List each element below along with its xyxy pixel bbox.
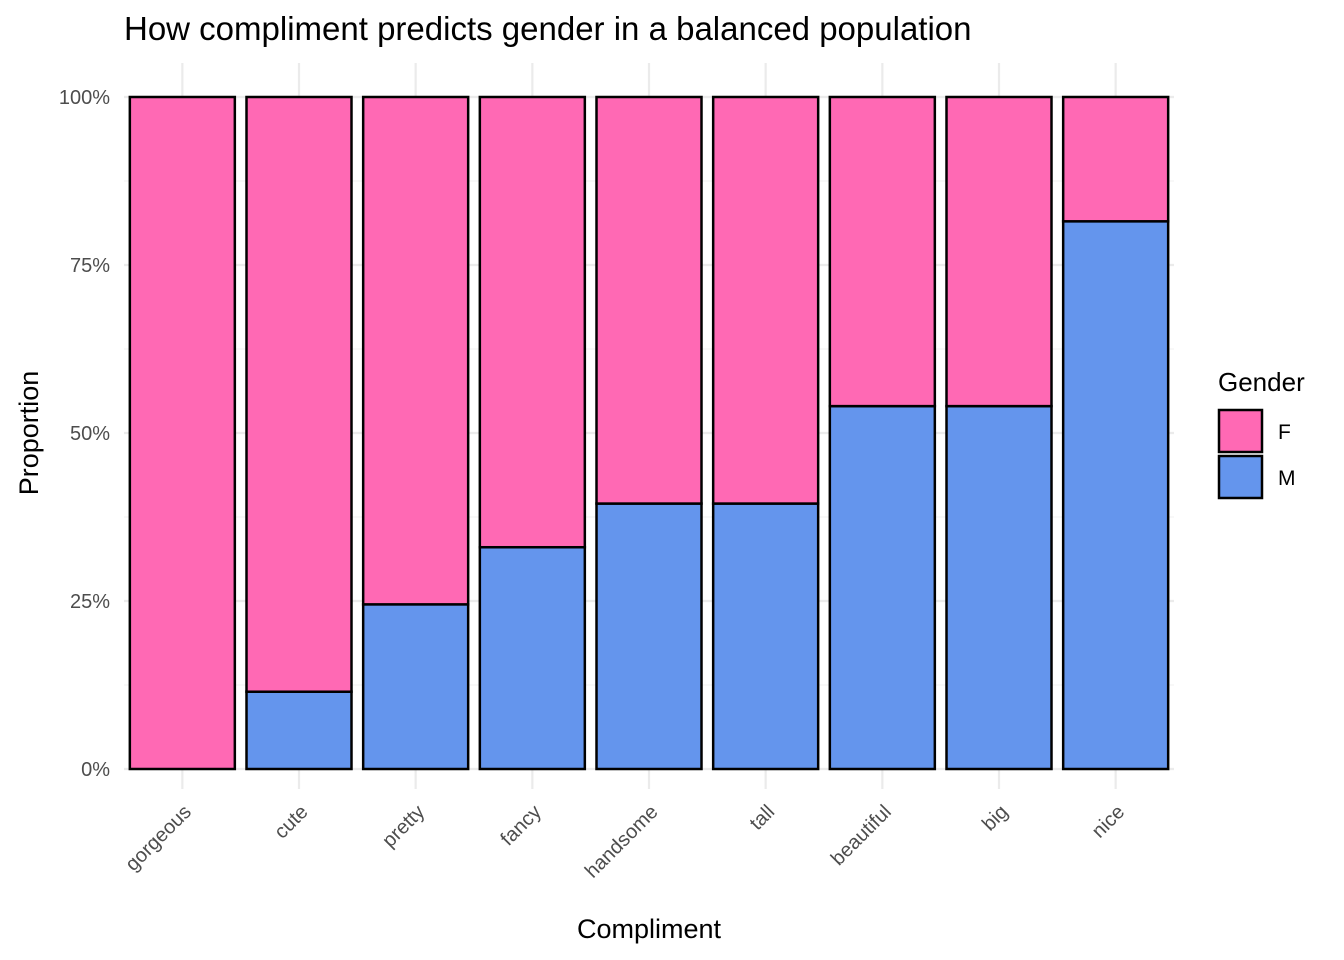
bar-cute-M: [245, 690, 353, 771]
y-tick-label: 50%: [70, 423, 110, 445]
bar-beautiful-M: [828, 404, 937, 771]
y-tick-label: 100%: [59, 87, 110, 109]
bar-fancy-M: [478, 545, 587, 771]
legend: Gender FM: [1217, 367, 1305, 500]
bar-big-F: [945, 95, 1053, 408]
bar-gorgeous-F: [128, 95, 237, 771]
bar-handsome-M: [595, 502, 703, 771]
y-tick-label: 75%: [70, 255, 110, 277]
bar-beautiful-F: [828, 95, 937, 408]
legend-key-F: [1217, 408, 1264, 454]
bar-pretty-M: [361, 603, 470, 771]
y-axis-title: Proportion: [14, 371, 44, 496]
x-tick-label: cute: [270, 801, 312, 843]
x-tick-label: gorgeous: [121, 801, 196, 876]
x-tick-label: pretty: [378, 801, 429, 852]
bar-fancy-F: [478, 95, 587, 549]
x-axis-ticks: gorgeous cute pretty fancy handsome tall beaut…: [121, 801, 1129, 883]
x-tick-label: handsome: [581, 801, 663, 883]
x-tick-label: big: [978, 801, 1012, 835]
x-tick-label: beautiful: [827, 801, 896, 870]
bar-pretty-F: [361, 95, 470, 606]
y-tick-label: 25%: [70, 591, 110, 613]
bar-cute-F: [245, 95, 353, 693]
bar-tall-F: [711, 95, 820, 505]
bar-nice-M: [1061, 220, 1170, 771]
bars: [128, 95, 1170, 771]
bar-big-M: [945, 404, 1053, 771]
x-tick-label: fancy: [497, 801, 546, 850]
y-axis-ticks: 0% 25% 50% 75% 100%: [59, 87, 110, 781]
y-tick-label: 0%: [81, 759, 110, 781]
x-tick-label: nice: [1088, 801, 1130, 843]
x-tick-label: tall: [746, 801, 780, 835]
bar-tall-M: [711, 502, 820, 771]
bar-nice-F: [1061, 95, 1170, 223]
legend-label-F: F: [1278, 421, 1291, 444]
legend-key-M: [1217, 454, 1264, 500]
legend-label-M: M: [1278, 467, 1296, 490]
legend-title: Gender: [1218, 367, 1305, 397]
chart-title: How compliment predicts gender in a bala…: [124, 10, 972, 47]
bar-handsome-F: [595, 95, 703, 505]
x-axis-title: Compliment: [577, 914, 722, 944]
